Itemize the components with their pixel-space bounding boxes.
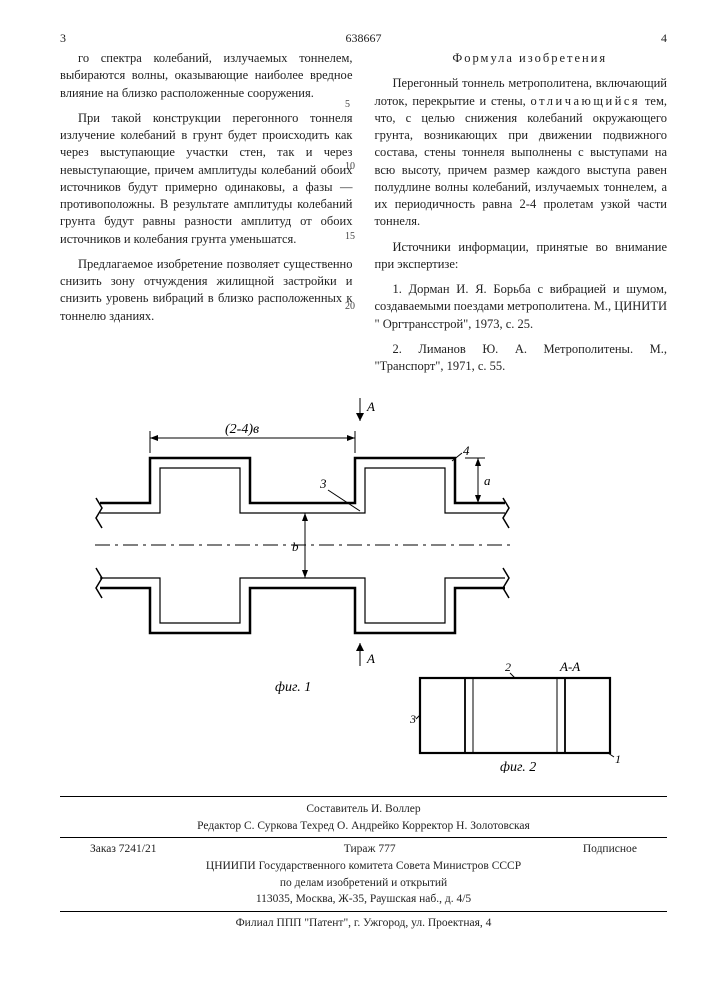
line-mark-5: 5	[345, 98, 350, 112]
fig2: А-А 2 3 1 фиг. 2	[409, 659, 621, 773]
left-column: го спектра колебаний, излучаемых тоннеле…	[60, 50, 353, 383]
credits-l4: ЦНИИПИ Государственного комитета Совета …	[60, 858, 667, 875]
fig1-dim-label: (2-4)в	[225, 422, 259, 437]
credits-l3-right: Подписное	[583, 841, 637, 858]
credits-l6: 113035, Москва, Ж-35, Раушская наб., д. …	[60, 891, 667, 908]
fig1-A-bot: А	[366, 651, 375, 666]
credits-block: Составитель И. Воллер Редактор С. Сурков…	[60, 796, 667, 932]
fig1-dim-a: a	[484, 473, 491, 488]
left-p1: го спектра колебаний, излучаемых тоннеле…	[60, 50, 353, 102]
fig2-callout-2: 2	[505, 660, 511, 674]
fig2-title: А-А	[559, 659, 580, 674]
left-p2: При такой конструкции перегонного тоннел…	[60, 110, 353, 248]
fig2-caption: фиг. 2	[500, 760, 536, 773]
credits-l5: по делам изобретений и открытий	[60, 875, 667, 892]
text-columns: го спектра колебаний, излучаемых тоннеле…	[60, 50, 667, 383]
line-mark-20: 20	[345, 300, 355, 314]
doc-number: 638667	[346, 30, 382, 46]
left-p3: Предлагаемое изобретение позволяет сущес…	[60, 256, 353, 325]
line-mark-10: 10	[345, 160, 355, 174]
right-p3: 1. Дорман И. Я. Борьба с вибрацией и шум…	[375, 281, 668, 333]
right-column: Формула изобретения Перегонный тоннель м…	[375, 50, 668, 383]
figures-area: А (2-4)в	[60, 393, 667, 778]
credits-l7: Филиал ППП "Патент", г. Ужгород, ул. Про…	[60, 915, 667, 932]
fig1-dim-b: b	[292, 539, 299, 554]
right-p2: Источники информации, принятые во вниман…	[375, 239, 668, 274]
right-p1: Перегонный тоннель метрополитена, включа…	[375, 75, 668, 230]
figures-svg: А (2-4)в	[60, 393, 660, 773]
page-left: 3	[60, 30, 66, 46]
right-p4: 2. Лиманов Ю. А. Метрополитены. М., "Тра…	[375, 341, 668, 376]
credits-l1: Составитель И. Воллер	[60, 801, 667, 818]
credits-l3-mid: Тираж 777	[344, 841, 396, 858]
fig1: А (2-4)в	[95, 398, 510, 695]
page-right: 4	[661, 30, 667, 46]
fig1-A-top: А	[366, 399, 375, 414]
fig2-callout-3: 3	[409, 712, 416, 726]
line-mark-15: 15	[345, 230, 355, 244]
fig1-caption: фиг. 1	[275, 680, 311, 695]
fig1-callout-3: 3	[319, 476, 327, 491]
formula-title: Формула изобретения	[375, 50, 668, 67]
fig1-callout-4: 4	[463, 443, 470, 458]
credits-l2: Редактор С. Суркова Техред О. Андрейко К…	[60, 818, 667, 835]
fig2-callout-1: 1	[615, 752, 621, 766]
credits-l3-left: Заказ 7241/21	[90, 841, 157, 858]
